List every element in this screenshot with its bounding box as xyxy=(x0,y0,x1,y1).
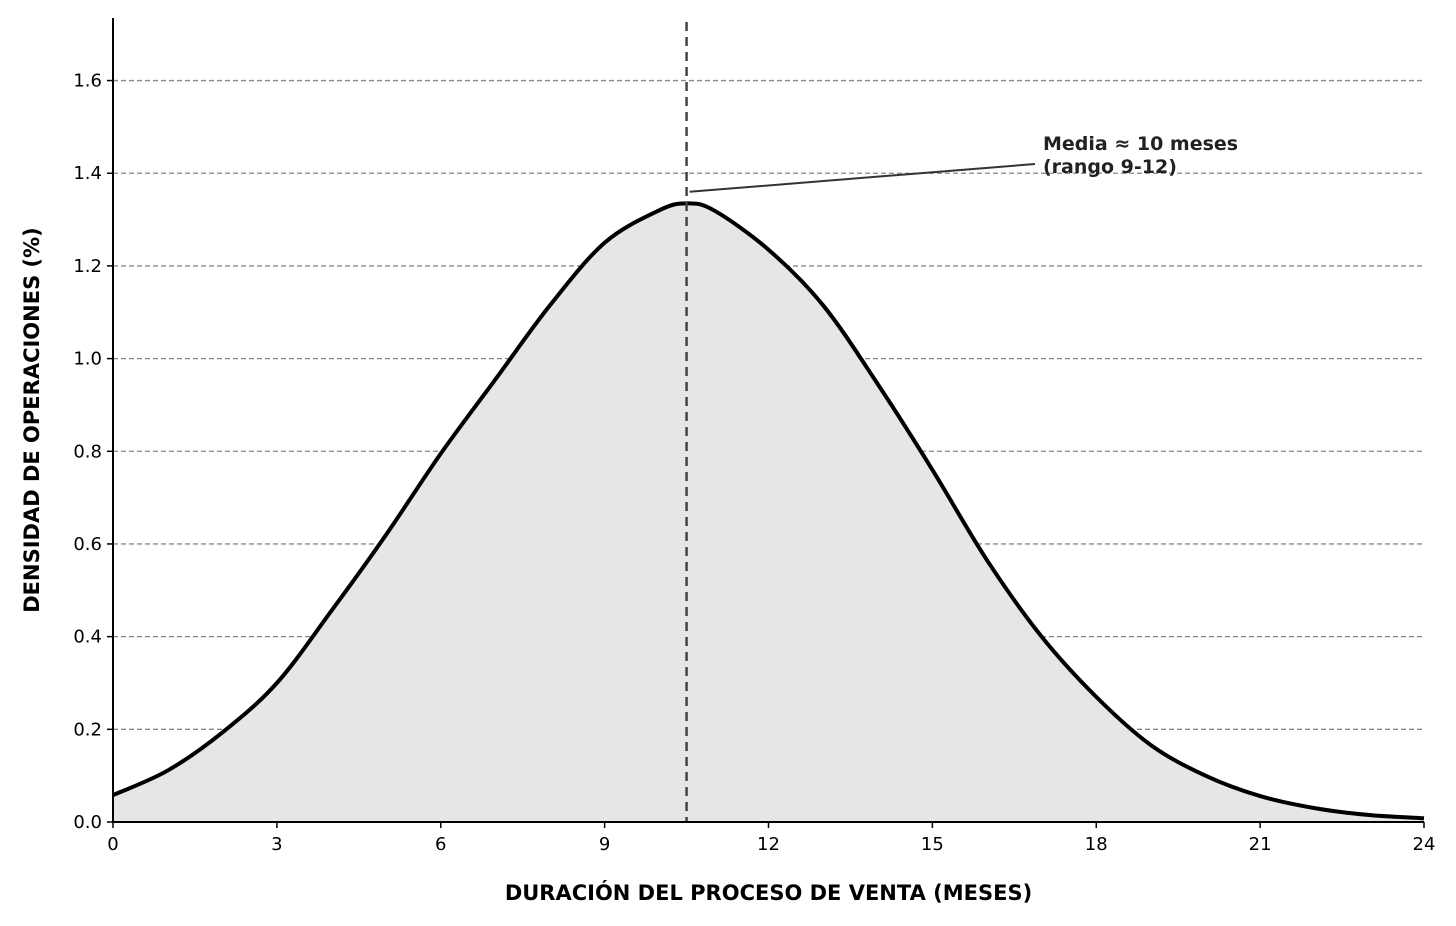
x-tick-label: 12 xyxy=(757,834,780,855)
density-area xyxy=(113,203,1424,823)
y-axis-title: DENSIDAD DE OPERACIONES (%) xyxy=(20,227,44,613)
annotation-pointer xyxy=(689,163,1036,193)
y-axis-ticks: 0.0 0.2 0.4 0.6 0.8 1.0 1.2 1.4 1.6 xyxy=(73,71,113,833)
y-tick-label: 1.6 xyxy=(73,71,102,92)
y-tick-label: 0.8 xyxy=(73,441,102,462)
x-tick-label: 9 xyxy=(599,834,610,855)
x-tick-label: 21 xyxy=(1249,834,1272,855)
y-tick-label: 0.4 xyxy=(73,627,102,648)
y-tick-label: 0.6 xyxy=(73,534,102,555)
x-tick-label: 18 xyxy=(1085,834,1108,855)
y-tick-label: 0.0 xyxy=(73,812,102,833)
x-axis-ticks: 0 3 6 9 12 15 18 21 24 xyxy=(107,822,1435,855)
y-tick-label: 0.2 xyxy=(73,719,102,740)
x-tick-label: 15 xyxy=(921,834,944,855)
annotation-label-line-2: (rango 9-12) xyxy=(1043,156,1177,178)
x-tick-label: 3 xyxy=(271,834,282,855)
x-tick-label: 24 xyxy=(1413,834,1436,855)
annotation-label-line-1: Media ≈ 10 meses xyxy=(1043,133,1238,155)
y-tick-label: 1.2 xyxy=(73,256,102,277)
x-tick-label: 6 xyxy=(435,834,446,855)
density-curve xyxy=(112,201,1425,821)
y-tick-label: 1.4 xyxy=(73,163,102,184)
y-tick-label: 1.0 xyxy=(73,349,102,370)
x-tick-label: 0 xyxy=(107,834,118,855)
x-axis-title: DURACIÓN DEL PROCESO DE VENTA (MESES) xyxy=(505,880,1032,905)
